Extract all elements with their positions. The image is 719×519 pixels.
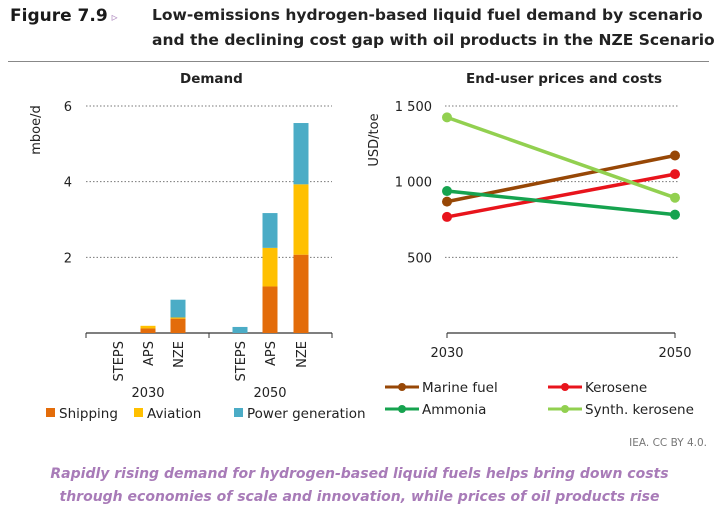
figure-title-line-2: and the declining cost gap with oil prod… — [152, 31, 715, 49]
point-ammonia-2030 — [442, 186, 452, 197]
demand-chart-title: Demand — [180, 71, 243, 87]
figure-number: Figure 7.9 — [10, 6, 108, 26]
triangle-marker-icon: ▹ — [111, 10, 118, 24]
point-synth-kerosene-2050 — [670, 192, 680, 203]
point-marine-fuel-2050 — [670, 150, 680, 161]
legend-marker — [561, 383, 569, 391]
x-category-label: APS — [264, 341, 279, 366]
legend-label: Ammonia — [422, 402, 486, 418]
bar-segment-shipping-2050-aps — [262, 286, 278, 333]
y-tick-label: 500 — [407, 251, 432, 266]
x-tick-label: 2030 — [430, 346, 463, 361]
point-synth-kerosene-2030 — [442, 112, 452, 123]
x-tick-label: 2050 — [658, 346, 691, 361]
bar-segment-aviation-2050-nze — [293, 184, 309, 255]
point-kerosene-2030 — [442, 211, 452, 222]
y-tick-label: 1 500 — [395, 100, 432, 115]
legend-label: Power generation — [247, 406, 366, 422]
bar-segment-aviation-2050-aps — [262, 247, 278, 287]
bar-segment-shipping-2050-nze — [293, 254, 309, 333]
y-axis-label: USD/toe — [367, 113, 382, 166]
bar-segment-power-generation-2050-aps — [262, 213, 278, 248]
x-category-label: APS — [142, 341, 157, 366]
legend-swatch — [134, 408, 143, 417]
x-category-label: NZE — [295, 341, 310, 368]
bar-segment-power-generation-2030-nze — [170, 299, 186, 318]
legend-label: Aviation — [147, 406, 201, 422]
bar-segment-shipping-2030-nze — [170, 318, 186, 333]
legend-swatch — [234, 408, 243, 417]
prices-chart-title: End-user prices and costs — [466, 71, 662, 87]
caption-line-2: through economies of scale and innovatio… — [59, 489, 660, 505]
caption-line-1: Rapidly rising demand for hydrogen-based… — [50, 466, 669, 482]
bar-segment-shipping-2030-aps — [140, 328, 156, 333]
bar-segment-power-generation-2050-steps — [232, 326, 248, 333]
point-kerosene-2050 — [670, 169, 680, 180]
legend-label: Shipping — [59, 406, 118, 422]
y-tick-label: 4 — [64, 176, 72, 191]
bar-segment-power-generation-2050-nze — [293, 123, 309, 185]
figure-label: Figure 7.9 ▹ — [10, 6, 118, 26]
y-tick-label: 6 — [64, 100, 72, 115]
legend-marker — [561, 405, 569, 413]
legend-marker — [398, 405, 406, 413]
divider — [8, 61, 709, 62]
figure-title-line-1: Low-emissions hydrogen-based liquid fuel… — [152, 6, 703, 24]
line-kerosene — [446, 172, 676, 219]
x-category-label: NZE — [172, 341, 187, 368]
x-group-label: 2050 — [253, 386, 286, 401]
x-category-label: STEPS — [234, 341, 249, 382]
line-synth-kerosene — [446, 115, 676, 200]
source-note: IEA. CC BY 4.0. — [629, 437, 707, 449]
y-axis-label: mboe/d — [29, 105, 44, 155]
y-tick-label: 1 000 — [395, 176, 432, 191]
legend-marker — [398, 383, 406, 391]
legend-label: Kerosene — [585, 380, 647, 396]
bar-segment-aviation-2030-nze — [170, 317, 186, 319]
legend-label: Marine fuel — [422, 380, 498, 396]
line-ammonia — [446, 189, 676, 217]
y-tick-label: 2 — [64, 251, 72, 266]
legend-swatch — [46, 408, 55, 417]
x-group-label: 2030 — [131, 386, 164, 401]
x-category-label: STEPS — [112, 341, 127, 382]
legend-label: Synth. kerosene — [585, 402, 694, 418]
point-marine-fuel-2030 — [442, 196, 452, 207]
point-ammonia-2050 — [670, 209, 680, 220]
bar-segment-aviation-2030-aps — [140, 325, 156, 329]
